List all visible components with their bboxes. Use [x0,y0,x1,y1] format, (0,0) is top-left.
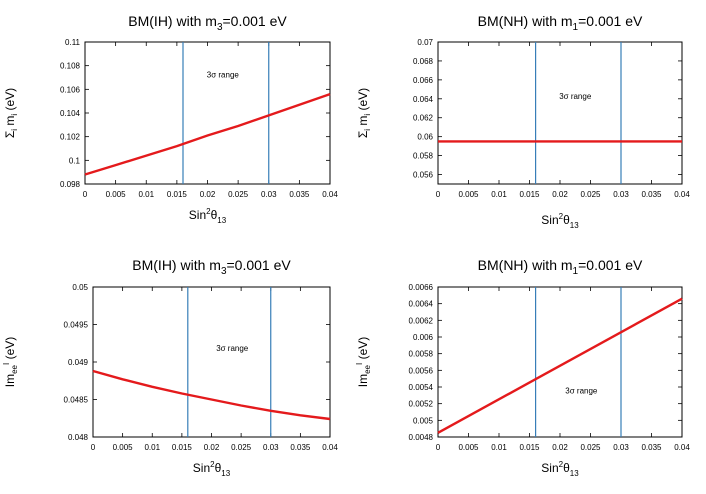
x-tick-label: 0.01 [138,190,154,199]
y-tick-label: 0.068 [413,57,434,66]
x-tick-label: 0.01 [491,190,507,199]
y-tick-label: 0.0052 [409,400,434,409]
x-tick-label: 0.025 [231,443,252,452]
y-tick-label: 0.049 [68,358,89,367]
y-tick-label: 0.0495 [64,321,89,330]
y-tick-label: 0.066 [413,76,434,85]
x-tick-label: 0 [436,443,441,452]
chart-panel-top-left: BM(IH) with m3=0.001 eV 0 0.005 0.01 0.015 0.… [3,13,338,225]
y-tick-label: 0.104 [60,109,81,118]
y-tick-label: 0.05 [72,283,88,292]
y-tick-label: 0.0064 [409,300,434,309]
chart-title: BM(NH) with m1=0.001 eV [478,257,643,277]
sigma-range-label: 3σ range [207,71,240,80]
x-tick-label: 0.005 [106,190,127,199]
x-tick-label: 0 [83,190,88,199]
y-tick-label: 0.0054 [409,383,434,392]
y-tick-label: 0.106 [60,85,81,94]
y-tick-label: 0.0485 [64,396,89,405]
x-tick-label: 0.035 [641,443,662,452]
x-tick-label: 0.035 [289,190,310,199]
y-tick-label: 0.048 [68,433,89,442]
y-tick-label: 0.058 [413,152,434,161]
y-tick-label: 0.06 [417,133,433,142]
x-tick-label: 0.005 [458,443,479,452]
x-tick-label: 0.025 [228,190,249,199]
x-axis-label: Sin2θ13 [193,460,231,478]
x-axis-label: Sin2θ13 [541,460,579,478]
x-tick-label: 0.03 [263,443,279,452]
y-tick-label: 0.1 [69,156,81,165]
chart-title: BM(IH) with m3=0.001 eV [132,257,291,277]
sigma-range-label: 3σ range [216,344,249,353]
x-tick-label: 0.03 [613,443,629,452]
x-tick-label: 0.005 [113,443,134,452]
x-tick-label: 0.02 [552,190,568,199]
y-axis-label: ImeeI (eV) [355,337,372,388]
series-line [437,297,683,434]
x-tick-label: 0.03 [261,190,277,199]
x-tick-label: 0.025 [580,190,601,199]
y-axis-label: Σi mi (eV) [3,88,19,138]
y-tick-label: 0.0056 [409,366,434,375]
plot-frame [437,286,683,438]
sigma-range-label: 3σ range [565,387,598,396]
x-tick-label: 0.005 [458,190,479,199]
x-tick-label: 0.04 [674,190,690,199]
sigma-range-label: 3σ range [559,92,592,101]
y-tick-label: 0.0066 [409,283,434,292]
x-tick-label: 0.015 [519,443,540,452]
plot-frame [437,41,683,185]
x-tick-label: 0.015 [167,190,188,199]
y-tick-label: 0.098 [60,180,81,189]
y-tick-label: 0.102 [60,133,81,142]
y-tick-label: 0.108 [60,62,81,71]
x-tick-label: 0.02 [204,443,220,452]
x-tick-label: 0 [91,443,96,452]
x-tick-label: 0.04 [322,443,338,452]
x-tick-label: 0.025 [580,443,601,452]
chart-panel-bottom-left: BM(IH) with m3=0.001 eV 0 0.005 0.01 0.015 0.… [2,257,338,478]
x-tick-label: 0.015 [172,443,193,452]
x-tick-label: 0.04 [674,443,690,452]
chart-title: BM(IH) with m3=0.001 eV [128,13,287,33]
x-tick-label: 0.01 [144,443,160,452]
series-line [84,92,331,176]
y-tick-label: 0.0062 [409,316,434,325]
chart-panel-top-right: BM(NH) with m1=0.001 eV 0 0.005 0.01 0.015 0.… [356,13,690,230]
x-tick-label: 0.015 [519,190,540,199]
x-tick-label: 0.01 [491,443,507,452]
y-tick-label: 0.0058 [409,350,434,359]
chart-panel-bottom-right: BM(NH) with m1=0.001 eV 0 0.005 0.01 0.015 0.… [355,257,690,478]
x-tick-label: 0.03 [613,190,629,199]
x-axis-label: Sin2θ13 [541,212,579,230]
y-axis-label: Σi mi (eV) [356,88,372,138]
series-line [92,369,331,421]
x-tick-label: 0.035 [290,443,311,452]
y-tick-label: 0.07 [417,38,433,47]
y-tick-label: 0.11 [65,38,81,47]
y-tick-label: 0.006 [413,333,434,342]
y-axis-label: ImeeI (eV) [2,337,19,388]
y-tick-label: 0.056 [413,171,434,180]
x-axis-label: Sin2θ13 [189,207,227,225]
x-tick-label: 0.04 [322,190,338,199]
x-tick-label: 0.02 [200,190,216,199]
x-tick-label: 0.035 [641,190,662,199]
y-tick-label: 0.064 [413,95,434,104]
y-tick-label: 0.062 [413,114,434,123]
x-tick-label: 0.02 [552,443,568,452]
y-tick-label: 0.005 [413,416,434,425]
chart-title: BM(NH) with m1=0.001 eV [478,13,643,33]
x-tick-label: 0 [436,190,441,199]
y-tick-label: 0.0048 [409,433,434,442]
